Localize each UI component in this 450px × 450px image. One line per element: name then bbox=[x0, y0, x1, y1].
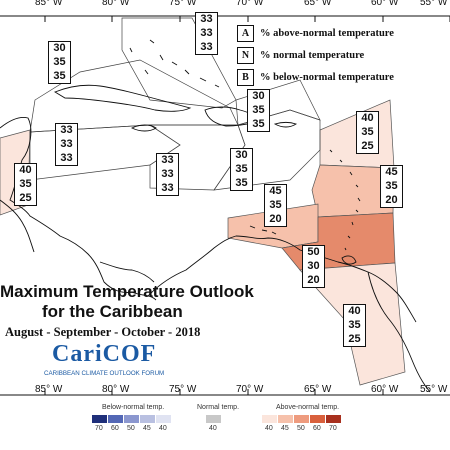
colorbar-above-tick-4: 70 bbox=[329, 425, 337, 432]
coastlines bbox=[0, 39, 431, 393]
colorbar-below-tick-3: 45 bbox=[143, 425, 151, 432]
caricof-logo: CariCOF CARIBBEAN CLIMATE OUTLOOK FORUM bbox=[44, 340, 182, 382]
lon-label-bottom-60: 60° W bbox=[371, 384, 399, 395]
colorbar-above-swatch-2 bbox=[294, 415, 309, 423]
colorbar-above-swatch-4 bbox=[326, 415, 341, 423]
map-title-line2: for the Caribbean bbox=[42, 302, 183, 321]
colorbar-above-tick-3: 60 bbox=[313, 425, 321, 432]
lon-label-bottom-80: 80° W bbox=[102, 384, 130, 395]
colorbar-below-swatch-3 bbox=[140, 415, 155, 423]
legend-label-below: % below-normal temperature bbox=[260, 71, 394, 83]
colorbar-below-tick-0: 70 bbox=[95, 425, 103, 432]
lon-label-bottom-70: 70° W bbox=[236, 384, 264, 395]
legend-key-b: B bbox=[237, 68, 254, 86]
lon-label-top-55: 55° W bbox=[420, 0, 448, 8]
colorbar-below-title: Below-normal temp. bbox=[102, 404, 165, 411]
legend-label-above: % above-normal temperature bbox=[260, 27, 394, 39]
colorbar-above-swatch-1 bbox=[278, 415, 293, 423]
map-period: August - September - October - 2018 bbox=[5, 325, 201, 339]
lon-label-top-60: 60° W bbox=[371, 0, 399, 8]
lon-label-bottom-85: 85° W bbox=[35, 384, 63, 395]
prob-box-bahamas-north: 33 33 33 bbox=[195, 12, 218, 55]
colorbar-below-tick-1: 60 bbox=[111, 425, 119, 432]
legend-row-below: B % below-normal temperature bbox=[233, 67, 411, 87]
colorbar-normal-title: Normal temp. bbox=[197, 404, 240, 411]
prob-box-cuba: 33 33 33 bbox=[55, 123, 78, 166]
prob-box-jamaica-sea: 33 33 33 bbox=[156, 153, 179, 196]
lon-label-bottom-55: 55° W bbox=[420, 384, 448, 395]
prob-box-guianas: 40 35 25 bbox=[343, 304, 366, 347]
colorbar-normal-tick-0: 40 bbox=[209, 425, 217, 432]
lon-label-top-80: 80° W bbox=[102, 0, 130, 8]
prob-box-trinidad-venezuela: 50 30 20 bbox=[302, 245, 325, 288]
prob-box-aruba-curacao: 45 35 20 bbox=[264, 184, 287, 227]
logo-name: CariCOF bbox=[52, 341, 157, 367]
colorbar-below-swatch-2 bbox=[124, 415, 139, 423]
colorbar-above-tick-0: 40 bbox=[265, 425, 273, 432]
prob-box-bahamas-west: 30 35 35 bbox=[48, 41, 71, 84]
legend-row-normal: N % normal temperature bbox=[233, 45, 411, 65]
prob-box-turks-caicos: 30 35 35 bbox=[247, 89, 270, 132]
map-title-line1: Maximum Temperature Outlook bbox=[0, 282, 254, 301]
colorbar-below-swatch-0 bbox=[92, 415, 107, 423]
lon-label-bottom-75: 75° W bbox=[169, 384, 197, 395]
colorbar-above-swatch-0 bbox=[262, 415, 277, 423]
map-legend: A % above-normal temperature N % normal … bbox=[233, 23, 411, 88]
lon-label-top-85: 85° W bbox=[35, 0, 63, 8]
colorbar-below-swatch-1 bbox=[108, 415, 123, 423]
map-frame bbox=[0, 15, 450, 396]
legend-key-n: N bbox=[237, 46, 254, 64]
prob-box-leeward-islands: 45 35 20 bbox=[380, 165, 403, 208]
prob-box-belize-yucatan: 40 35 25 bbox=[14, 163, 37, 206]
lon-label-bottom-65: 65° W bbox=[304, 384, 332, 395]
colorbar-above-title: Above-normal temp. bbox=[276, 404, 340, 411]
prob-box-leeward-north: 40 35 25 bbox=[356, 111, 379, 154]
colorbar-normal-swatch-0 bbox=[206, 415, 221, 423]
lon-label-top-75: 75° W bbox=[169, 0, 197, 8]
colorbar-above-tick-1: 45 bbox=[281, 425, 289, 432]
colorbar-below-tick-2: 50 bbox=[127, 425, 135, 432]
colorbar-below-swatch-4 bbox=[156, 415, 171, 423]
lon-label-top-65: 65° W bbox=[304, 0, 332, 8]
lon-label-top-70: 70° W bbox=[236, 0, 264, 8]
colorbar-below-tick-4: 40 bbox=[159, 425, 167, 432]
logo-subtitle: CARIBBEAN CLIMATE OUTLOOK FORUM bbox=[44, 370, 165, 377]
legend-row-above: A % above-normal temperature bbox=[233, 23, 411, 43]
colorbar-above-tick-2: 50 bbox=[297, 425, 305, 432]
colorbar-above-swatch-3 bbox=[310, 415, 325, 423]
legend-key-a: A bbox=[237, 24, 254, 42]
prob-box-hispaniola: 30 35 35 bbox=[230, 148, 253, 191]
legend-label-normal: % normal temperature bbox=[260, 49, 365, 61]
